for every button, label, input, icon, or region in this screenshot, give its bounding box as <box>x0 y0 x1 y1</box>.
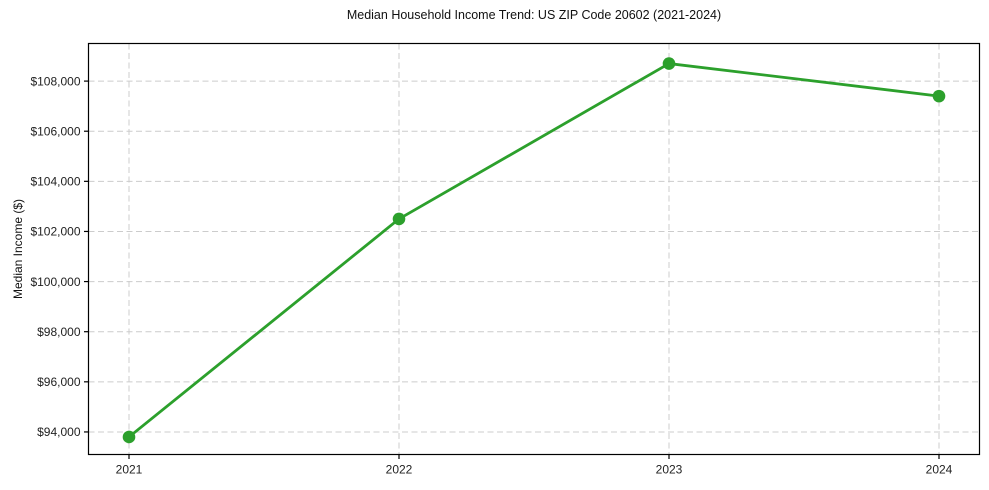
income-trend-line <box>127 62 941 439</box>
data-point-marker <box>392 212 406 226</box>
y-tick-label: $94,000 <box>37 425 81 439</box>
x-tick-label: 2024 <box>926 463 953 477</box>
x-tick-label: 2023 <box>656 463 683 477</box>
y-tick-label: $96,000 <box>37 375 81 389</box>
x-tick-label: 2021 <box>116 463 143 477</box>
data-point-marker <box>122 430 136 444</box>
y-tick-label: $100,000 <box>30 275 80 289</box>
y-tick-label: $104,000 <box>30 175 80 189</box>
y-tick-label: $98,000 <box>37 325 81 339</box>
data-point-marker <box>932 89 946 103</box>
y-tick-label: $108,000 <box>30 74 80 88</box>
y-tick-label: $106,000 <box>30 124 80 138</box>
chart-title: Median Household Income Trend: US ZIP Co… <box>346 8 722 22</box>
data-point-marker <box>662 57 676 70</box>
y-axis-label: Median Income ($) <box>11 198 25 300</box>
y-tick-label: $102,000 <box>30 225 80 239</box>
plot-border <box>87 42 981 456</box>
x-tick-label: 2022 <box>386 463 413 477</box>
